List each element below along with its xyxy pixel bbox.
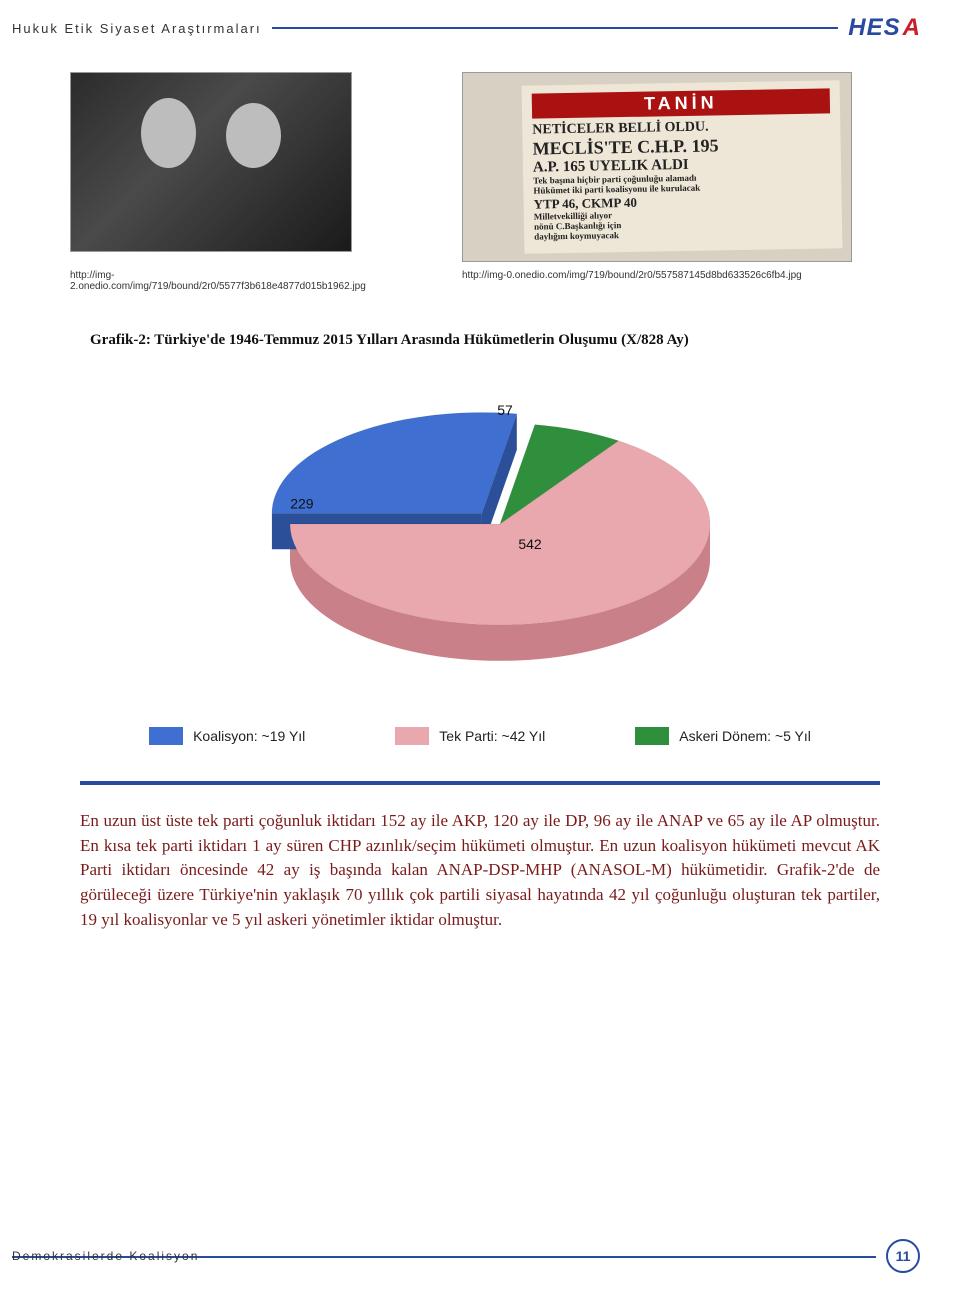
- footer-title: Demokrasilerde Koalisyon: [12, 1249, 199, 1263]
- caption-left: http://img-2.onedio.com/img/719/bound/2r…: [70, 270, 352, 292]
- section-rule: [80, 781, 880, 785]
- photo-row: TANİN NETİCELER BELLİ OLDU. MECLİS'TE C.…: [0, 42, 960, 268]
- legend-swatch: [635, 727, 669, 745]
- pie-svg: 229 57 542: [160, 359, 800, 699]
- photo-left: [70, 72, 352, 252]
- legend-swatch: [395, 727, 429, 745]
- page-footer: Demokrasilerde Koalisyon 11: [12, 1239, 920, 1273]
- caption-right: http://img-0.onedio.com/img/719/bound/2r…: [462, 270, 852, 292]
- legend-item: Askeri Dönem: ~5 Yıl: [635, 727, 811, 745]
- newspaper-clipping: TANİN NETİCELER BELLİ OLDU. MECLİS'TE C.…: [522, 80, 843, 254]
- photo-right: TANİN NETİCELER BELLİ OLDU. MECLİS'TE C.…: [462, 72, 852, 262]
- svg-text:542: 542: [518, 536, 542, 552]
- page-header: Hukuk Etik Siyaset Araştırmaları HES A: [0, 0, 960, 42]
- brand-main: HES: [848, 14, 900, 42]
- svg-text:57: 57: [497, 402, 513, 418]
- newspaper-banner: TANİN: [532, 88, 830, 118]
- legend-item: Koalisyon: ~19 Yıl: [149, 727, 305, 745]
- body-paragraph: En uzun üst üste tek parti çoğunluk ikti…: [0, 809, 960, 932]
- chart-legend: Koalisyon: ~19 Yıl Tek Parti: ~42 Yıl As…: [0, 717, 960, 763]
- page-number: 11: [886, 1239, 920, 1273]
- legend-item: Tek Parti: ~42 Yıl: [395, 727, 545, 745]
- brand-accent: A: [903, 14, 920, 42]
- legend-text: Askeri Dönem: ~5 Yıl: [679, 728, 811, 744]
- pie-chart: 229 57 542: [0, 359, 960, 717]
- chart-title: Grafik-2: Türkiye'de 1946-Temmuz 2015 Yı…: [0, 302, 960, 359]
- header-title: Hukuk Etik Siyaset Araştırmaları: [12, 21, 262, 36]
- legend-text: Tek Parti: ~42 Yıl: [439, 728, 545, 744]
- legend-swatch: [149, 727, 183, 745]
- photo-captions: http://img-2.onedio.com/img/719/bound/2r…: [0, 268, 960, 302]
- header-rule: [272, 27, 839, 29]
- svg-text:229: 229: [290, 495, 314, 511]
- brand-logo: HES A: [848, 14, 920, 42]
- legend-text: Koalisyon: ~19 Yıl: [193, 728, 305, 744]
